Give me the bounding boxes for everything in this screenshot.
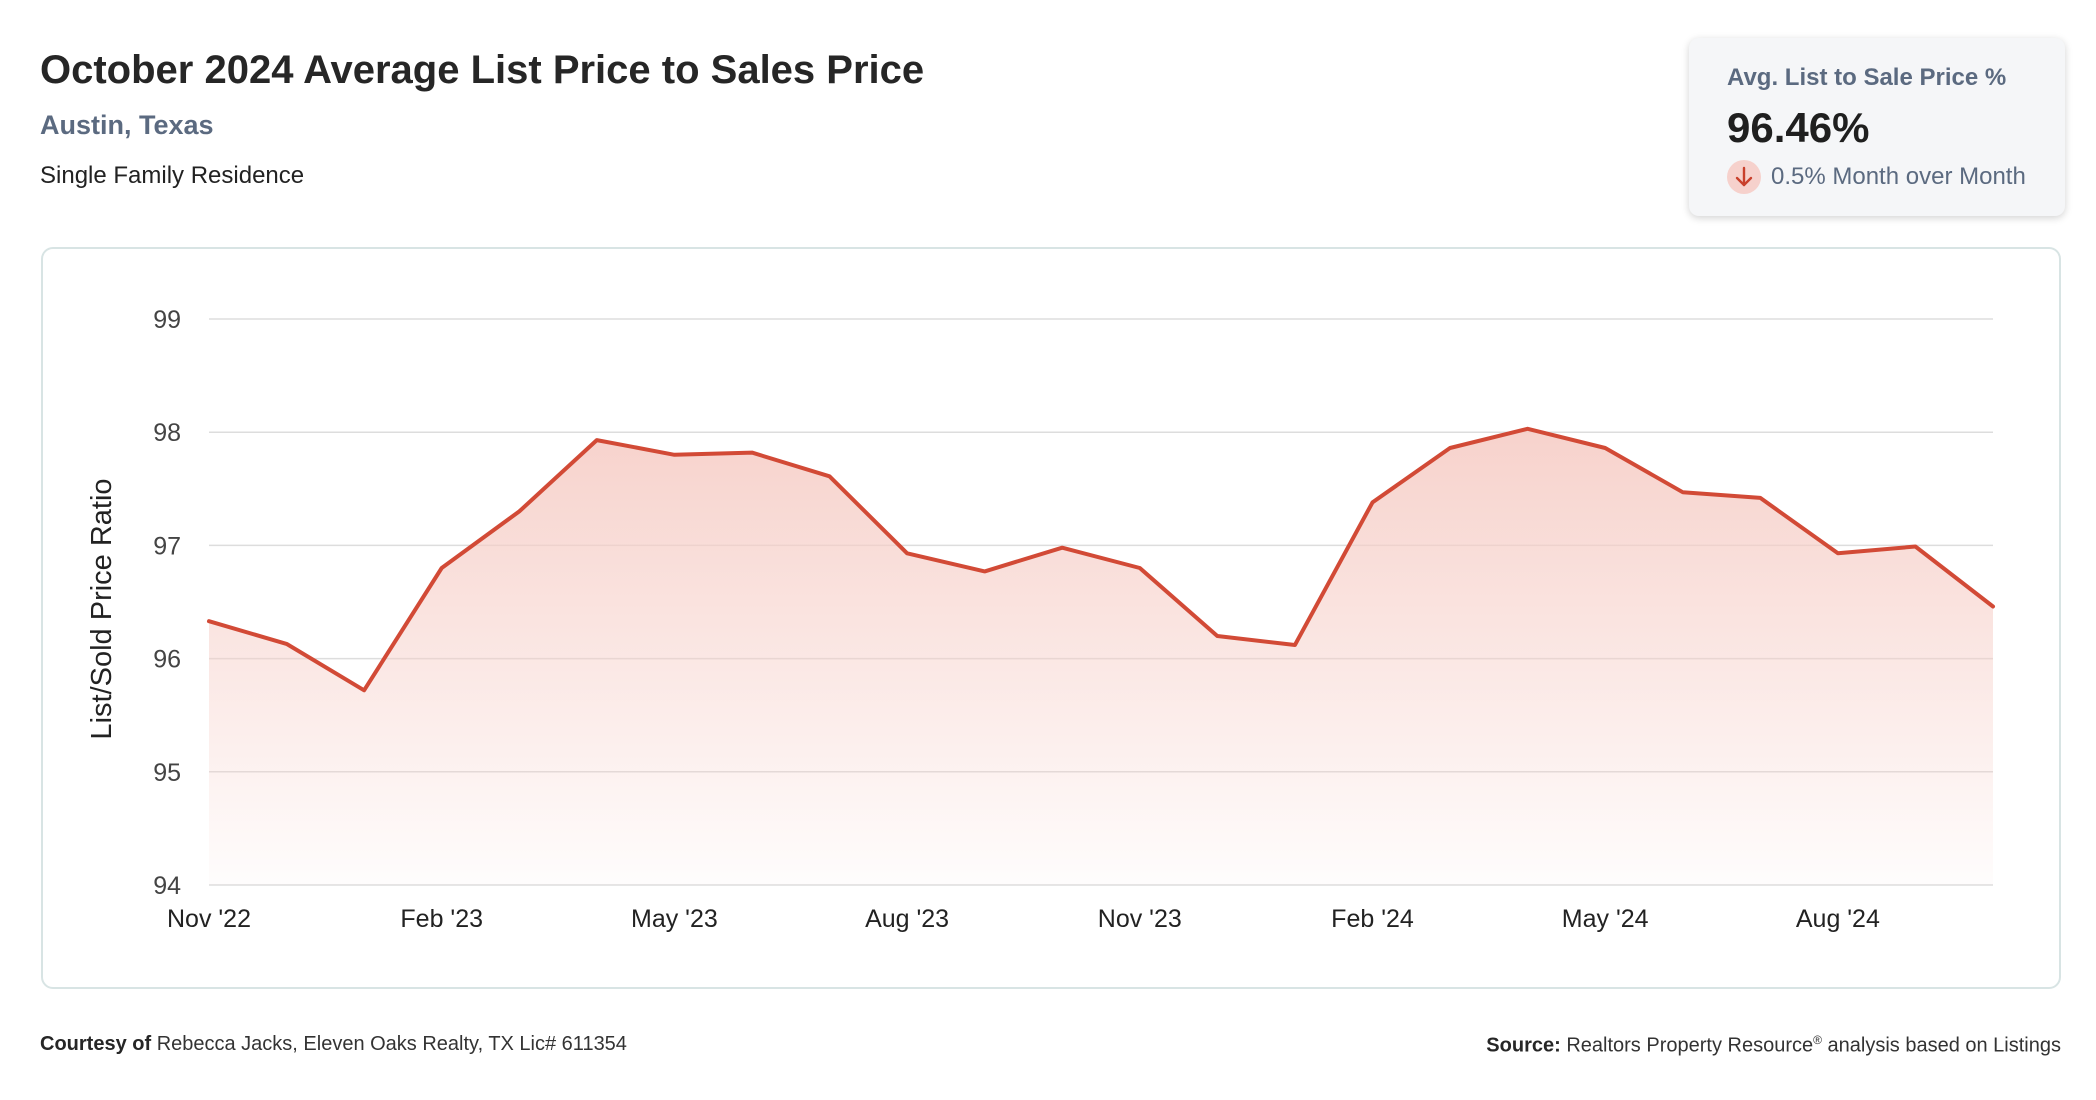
data-point[interactable] <box>672 453 676 457</box>
data-point[interactable] <box>1215 634 1219 638</box>
source-text: Realtors Property Resource <box>1566 1034 1814 1057</box>
data-point[interactable] <box>1758 496 1762 500</box>
kpi-value: 96.46% <box>1727 104 1870 151</box>
data-point[interactable] <box>1138 566 1142 570</box>
data-point[interactable] <box>983 569 987 573</box>
data-point[interactable] <box>285 642 289 646</box>
line-chart: 99 98 97 96 95 94 Nov '22 Feb '23 May '23 Aug '2… <box>86 306 1995 933</box>
y-tick-label: 98 <box>153 419 181 447</box>
x-tick-label: Nov '23 <box>1098 905 1182 933</box>
data-point[interactable] <box>1836 551 1840 555</box>
x-tick-label: Nov '22 <box>167 905 251 933</box>
kpi-label: Avg. List to Sale Price % <box>1727 64 2007 91</box>
data-point[interactable] <box>440 566 444 570</box>
property-type-label: Single Family Residence <box>40 162 305 189</box>
kpi-change-text: 0.5% Month over Month <box>1771 163 2026 190</box>
source-label: Source: <box>1486 1034 1561 1057</box>
source-footer: Source: Realtors Property Resource® anal… <box>1486 1033 2061 1058</box>
courtesy-text: Rebecca Jacks, Eleven Oaks Realty, TX Li… <box>156 1033 627 1055</box>
x-tick-label: May '24 <box>1562 905 1649 933</box>
page-title: October 2024 Average List Price to Sales… <box>40 48 925 92</box>
data-point[interactable] <box>1681 490 1685 494</box>
y-tick-label: 97 <box>153 532 181 560</box>
data-point[interactable] <box>1448 446 1452 450</box>
data-point[interactable] <box>1913 545 1917 549</box>
y-tick-label: 99 <box>153 306 181 334</box>
data-point[interactable] <box>595 438 599 442</box>
source-text-suffix: analysis based on Listings <box>1821 1034 2062 1057</box>
registered-mark: ® <box>1813 1033 1822 1047</box>
data-point[interactable] <box>1603 446 1607 450</box>
y-tick-label: 94 <box>153 872 181 900</box>
data-point[interactable] <box>828 474 832 478</box>
x-tick-label: Feb '24 <box>1331 905 1414 933</box>
series-line <box>207 426 1995 693</box>
x-tick-label: Aug '23 <box>865 905 949 933</box>
courtesy-footer: Courtesy of Rebecca Jacks, Eleven Oaks R… <box>40 1033 627 1056</box>
x-tick-label: Feb '23 <box>400 905 483 933</box>
chart-container: 99 98 97 96 95 94 Nov '22 Feb '23 May '23 Aug '2… <box>41 247 2061 989</box>
data-point[interactable] <box>207 619 211 623</box>
data-point[interactable] <box>1991 605 1995 609</box>
y-tick-label: 95 <box>153 759 181 787</box>
data-point[interactable] <box>1293 643 1297 647</box>
location-subtitle: Austin, Texas <box>40 110 214 140</box>
data-point[interactable] <box>1526 427 1530 431</box>
y-tick-label: 96 <box>153 646 181 674</box>
x-tick-label: Aug '24 <box>1796 905 1880 933</box>
courtesy-label: Courtesy of <box>40 1033 152 1055</box>
series-area <box>209 428 1993 885</box>
data-point[interactable] <box>1060 546 1064 550</box>
kpi-card: Avg. List to Sale Price % 96.46% 0.5% Mo… <box>1689 38 2065 216</box>
x-tick-label: May '23 <box>631 905 718 933</box>
arrow-down-icon <box>1727 160 1761 194</box>
data-point[interactable] <box>905 551 909 555</box>
data-point[interactable] <box>517 509 521 513</box>
y-axis-label: List/Sold Price Ratio <box>86 478 118 739</box>
data-point[interactable] <box>1370 500 1374 504</box>
data-point[interactable] <box>750 451 754 455</box>
data-point[interactable] <box>362 688 366 692</box>
